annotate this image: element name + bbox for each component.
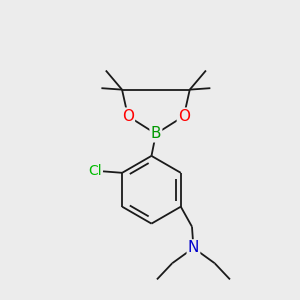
Text: O: O xyxy=(178,109,190,124)
Text: N: N xyxy=(188,240,199,255)
Text: B: B xyxy=(151,126,161,141)
Text: O: O xyxy=(122,109,134,124)
Text: Cl: Cl xyxy=(88,164,101,178)
